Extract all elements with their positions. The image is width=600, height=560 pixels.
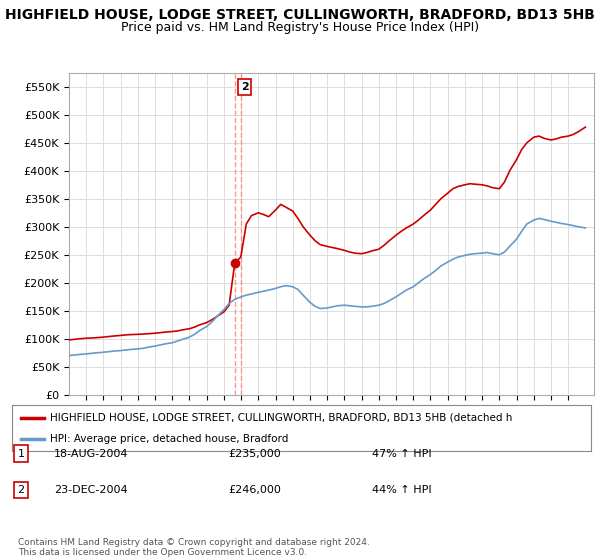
Text: 44% ↑ HPI: 44% ↑ HPI [372,485,431,495]
Text: 2: 2 [241,82,248,92]
Text: 18-AUG-2004: 18-AUG-2004 [54,449,128,459]
Text: £246,000: £246,000 [228,485,281,495]
Text: HPI: Average price, detached house, Bradford: HPI: Average price, detached house, Brad… [50,435,288,444]
Text: Price paid vs. HM Land Registry's House Price Index (HPI): Price paid vs. HM Land Registry's House … [121,21,479,34]
Text: £235,000: £235,000 [228,449,281,459]
Text: 47% ↑ HPI: 47% ↑ HPI [372,449,431,459]
Text: 1: 1 [17,449,25,459]
Text: 2: 2 [17,485,25,495]
Text: HIGHFIELD HOUSE, LODGE STREET, CULLINGWORTH, BRADFORD, BD13 5HB (detached h: HIGHFIELD HOUSE, LODGE STREET, CULLINGWO… [50,413,512,423]
Text: 23-DEC-2004: 23-DEC-2004 [54,485,128,495]
Text: Contains HM Land Registry data © Crown copyright and database right 2024.
This d: Contains HM Land Registry data © Crown c… [18,538,370,557]
Text: HIGHFIELD HOUSE, LODGE STREET, CULLINGWORTH, BRADFORD, BD13 5HB: HIGHFIELD HOUSE, LODGE STREET, CULLINGWO… [5,8,595,22]
